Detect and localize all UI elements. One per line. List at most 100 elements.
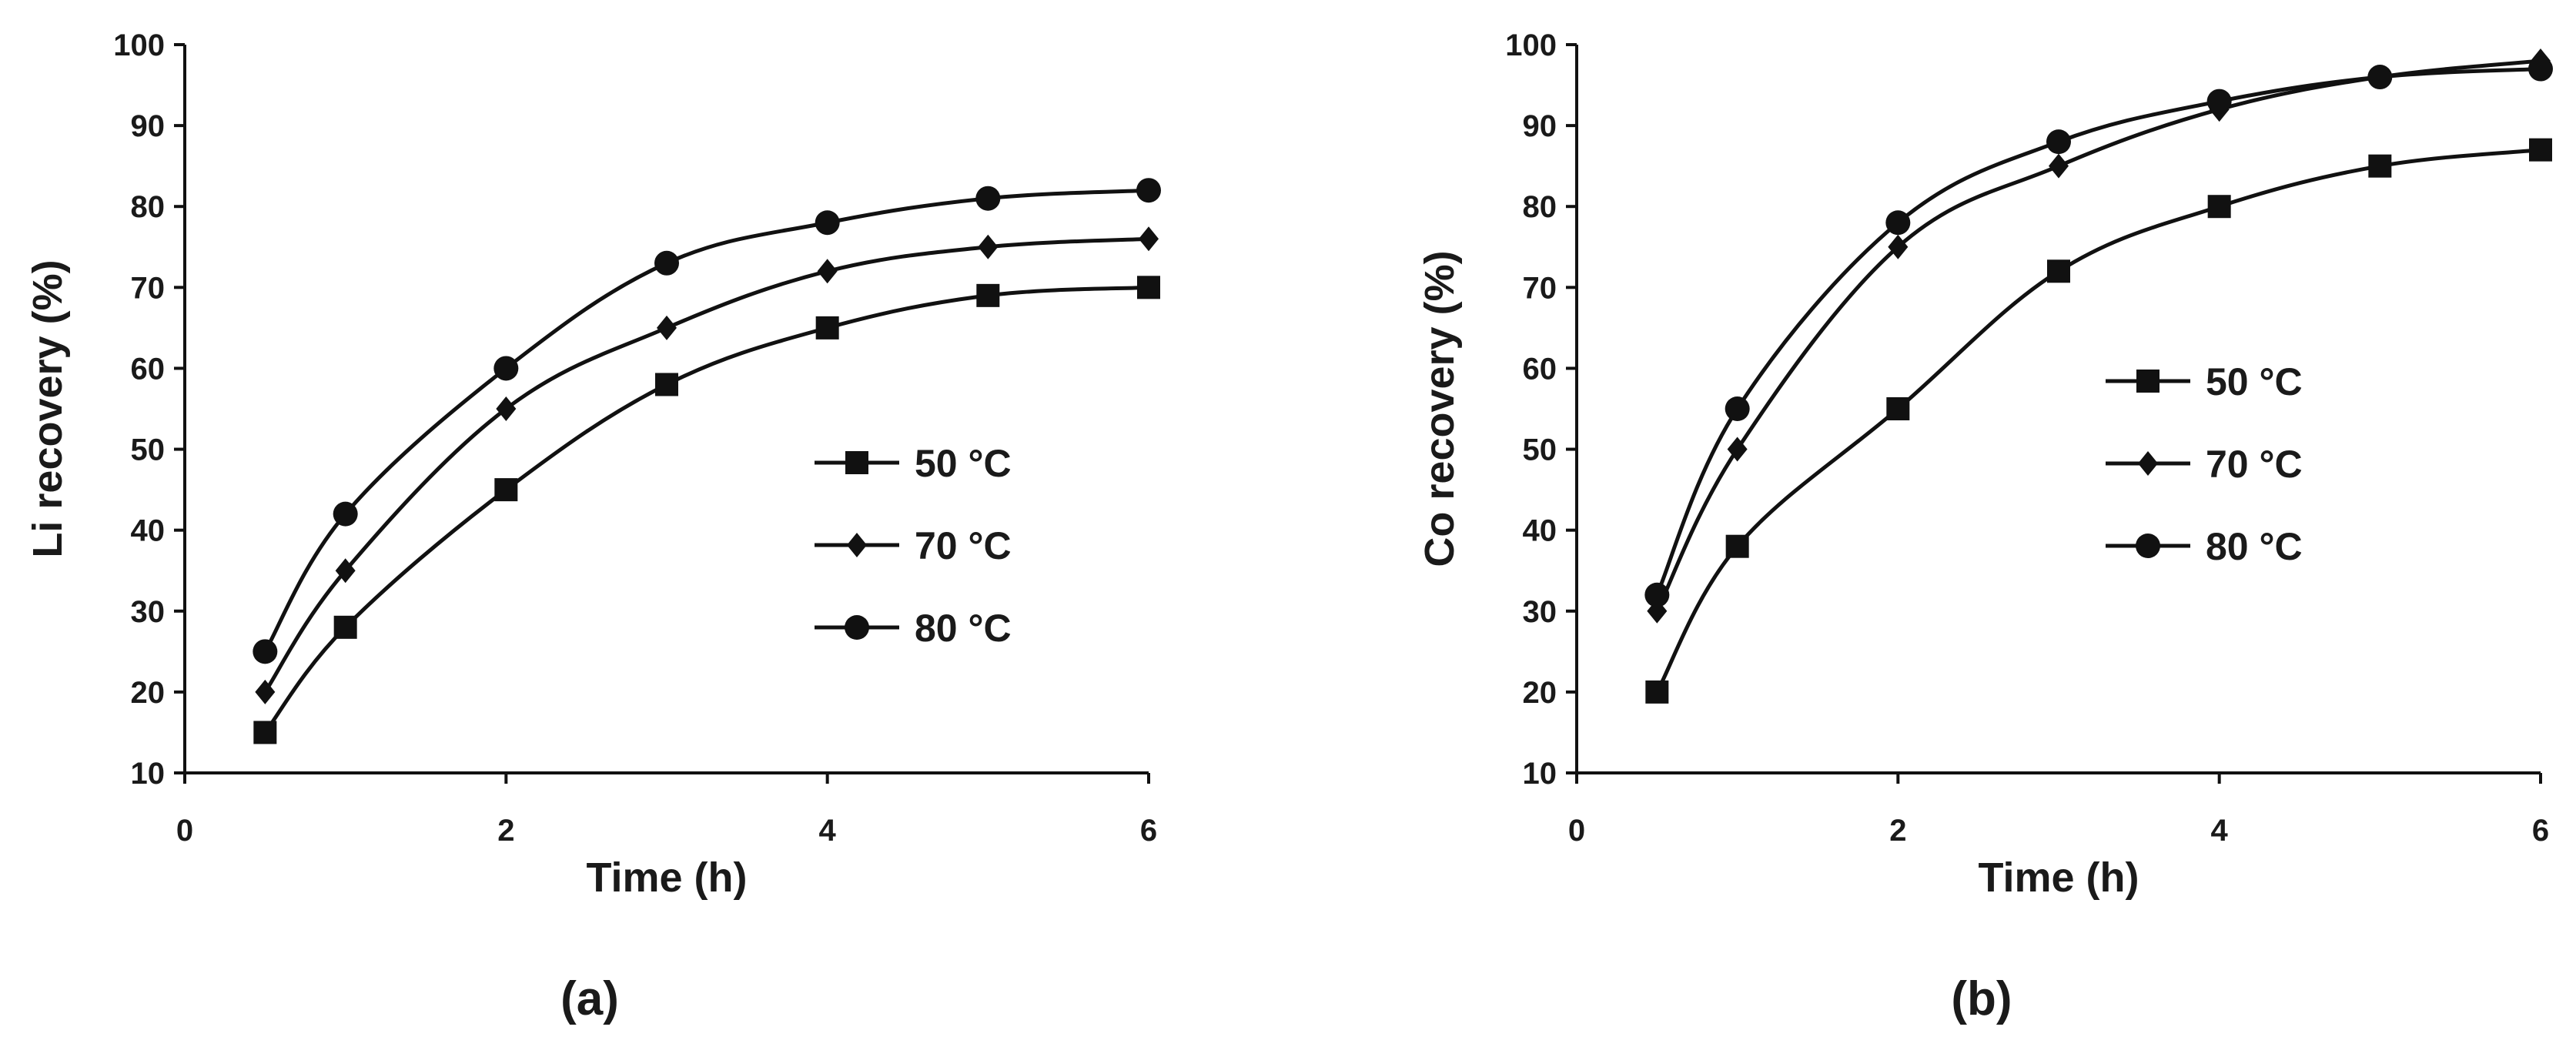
y-tick-label: 30 — [131, 595, 166, 629]
data-point-circle — [654, 250, 679, 276]
x-tick-label: 6 — [2532, 814, 2549, 848]
series-circle — [1644, 56, 2553, 607]
data-point-diamond — [255, 679, 276, 704]
y-tick-label: 70 — [1523, 271, 1557, 305]
data-point-square — [2368, 154, 2392, 178]
data-point-circle — [1885, 210, 1911, 236]
data-point-square — [976, 283, 1000, 307]
legend-marker-square — [2136, 370, 2159, 393]
series-square — [1645, 138, 2552, 704]
series-line — [263, 188, 1149, 653]
data-point-diamond — [657, 315, 677, 340]
legend-entry: 80 °C — [2106, 525, 2303, 568]
data-point-circle — [1644, 582, 1670, 607]
legend-marker-diamond — [847, 533, 867, 557]
series-circle — [253, 178, 1161, 664]
chart-panel-a: 10 20 30 40 50 60 70 80 90 100 0 2 4 6 Time (h) Li reco… — [25, 28, 1161, 1025]
legend-marker-square — [845, 451, 868, 474]
series-diamond — [1647, 49, 2551, 624]
y-tick-label: 50 — [131, 433, 166, 467]
legend-label: 80 °C — [915, 607, 1012, 650]
data-point-diamond — [978, 234, 999, 259]
y-tick-label: 100 — [113, 28, 165, 62]
legend-marker-diamond — [2138, 451, 2158, 476]
x-tick-label: 4 — [2211, 814, 2229, 848]
data-point-square — [1725, 534, 1749, 558]
legend-label: 80 °C — [2206, 525, 2303, 568]
legend-entry: 80 °C — [815, 607, 1012, 650]
y-tick-label: 30 — [1523, 595, 1557, 629]
data-point-circle — [2367, 65, 2393, 90]
x-tick-label: 2 — [497, 814, 514, 848]
data-point-square — [2047, 259, 2070, 283]
data-point-diamond — [496, 396, 517, 421]
y-tick-label: 100 — [1505, 28, 1557, 62]
data-point-diamond — [2049, 153, 2069, 179]
y-tick-label: 10 — [131, 757, 166, 791]
y-tick-label: 80 — [131, 190, 166, 224]
series-square — [253, 276, 1160, 744]
data-point-circle — [1136, 178, 1161, 203]
legend-marker-circle — [845, 615, 869, 640]
legend-entry: 70 °C — [815, 524, 1012, 567]
x-tick-label: 2 — [1889, 814, 1906, 848]
data-point-diamond — [1888, 234, 1909, 259]
panel-label: (a) — [560, 972, 619, 1025]
data-point-diamond — [1727, 437, 1748, 462]
data-point-square — [1886, 397, 1910, 420]
series-line — [263, 236, 1149, 694]
y-tick-label: 50 — [1523, 433, 1557, 467]
legend-entry: 70 °C — [2106, 443, 2303, 486]
x-axis-label: Time (h) — [586, 855, 747, 901]
y-tick-label: 70 — [131, 271, 166, 305]
panel-label: (b) — [1951, 972, 2012, 1025]
legend-marker-circle — [2136, 534, 2160, 558]
data-point-circle — [2206, 89, 2232, 114]
y-tick-label: 60 — [1523, 352, 1557, 386]
series-line — [1655, 148, 2541, 694]
data-point-diamond — [1139, 226, 1159, 252]
data-point-square — [2529, 138, 2552, 162]
data-point-square — [1645, 680, 1669, 704]
x-tick-label: 0 — [1568, 814, 1585, 848]
data-point-square — [655, 373, 678, 396]
y-axis-label: Co recovery (%) — [1417, 250, 1463, 567]
y-tick-label: 80 — [1523, 190, 1557, 224]
legend-entry: 50 °C — [2106, 360, 2303, 403]
y-axis-label: Li recovery (%) — [25, 259, 71, 557]
chart-panel-b: 10 20 30 40 50 60 70 80 90 100 0 2 4 6 Time (h) Co reco… — [1417, 28, 2553, 1025]
x-tick-label: 0 — [176, 814, 193, 848]
data-point-square — [2207, 195, 2231, 219]
data-point-diamond — [817, 259, 838, 284]
legend-label: 70 °C — [2206, 443, 2303, 486]
y-tick-label: 20 — [1523, 676, 1557, 710]
data-point-circle — [975, 186, 1001, 211]
data-point-circle — [1725, 396, 1750, 421]
data-point-circle — [253, 639, 278, 664]
legend-entry: 50 °C — [815, 442, 1012, 485]
data-point-circle — [2046, 129, 2071, 155]
data-point-circle — [815, 210, 840, 236]
data-point-circle — [2528, 56, 2553, 82]
x-tick-label: 6 — [1140, 814, 1157, 848]
series-diamond — [255, 226, 1159, 704]
data-point-circle — [493, 356, 519, 381]
y-tick-label: 90 — [1523, 109, 1557, 143]
y-tick-label: 40 — [131, 514, 166, 548]
legend-label: 50 °C — [2206, 360, 2303, 403]
x-axis-label: Time (h) — [1978, 855, 2139, 901]
data-point-diamond — [335, 558, 356, 584]
y-tick-label: 10 — [1523, 757, 1557, 791]
y-tick-label: 90 — [131, 109, 166, 143]
y-tick-label: 40 — [1523, 514, 1557, 548]
data-point-square — [494, 478, 518, 502]
data-point-square — [333, 615, 357, 639]
x-tick-label: 4 — [819, 814, 837, 848]
y-tick-label: 20 — [131, 676, 166, 710]
legend-label: 50 °C — [915, 442, 1012, 485]
data-point-square — [253, 721, 277, 744]
data-point-square — [1137, 276, 1160, 299]
legend-label: 70 °C — [915, 524, 1012, 567]
y-tick-label: 60 — [131, 352, 166, 386]
